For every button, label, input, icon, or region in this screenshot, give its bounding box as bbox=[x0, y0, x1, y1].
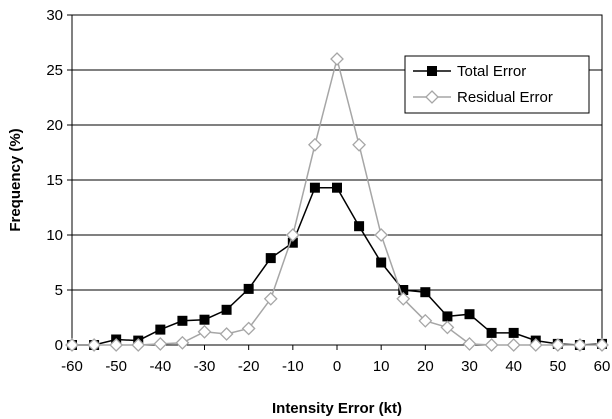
data-point bbox=[486, 327, 497, 338]
data-point bbox=[425, 90, 439, 104]
data-point bbox=[418, 313, 433, 328]
series-residual-error bbox=[65, 52, 609, 352]
data-point bbox=[528, 338, 543, 352]
data-point bbox=[398, 285, 409, 295]
data-point bbox=[506, 338, 521, 352]
x-tick-label: -20 bbox=[238, 358, 260, 375]
data-point bbox=[285, 228, 300, 242]
x-tick-label: -30 bbox=[194, 358, 216, 375]
legend-box bbox=[404, 55, 590, 114]
x-tick-label: 50 bbox=[549, 358, 566, 375]
y-axis-title: Frequency (%) bbox=[7, 128, 24, 231]
x-tick-label: 10 bbox=[373, 358, 390, 375]
data-point bbox=[330, 52, 344, 66]
data-point bbox=[427, 66, 437, 76]
axis-ticks: 0 5 10 15 20 25 30 -60 -50 -40 -30 -20 -10 0 10 20 30 40 5… bbox=[46, 7, 610, 375]
legend-entry: Total Error bbox=[413, 63, 526, 80]
data-point bbox=[241, 321, 256, 336]
x-tick-label: 40 bbox=[505, 358, 522, 375]
data-point bbox=[420, 287, 431, 298]
y-tick-label: 25 bbox=[46, 62, 63, 79]
data-point bbox=[243, 283, 254, 294]
x-tick-label: -60 bbox=[61, 358, 83, 375]
x-tick-label: -40 bbox=[149, 358, 171, 375]
data-point bbox=[484, 338, 499, 352]
data-point bbox=[307, 137, 322, 152]
data-point bbox=[87, 338, 102, 352]
x-tick-label: 20 bbox=[417, 358, 434, 375]
data-point bbox=[354, 221, 365, 232]
data-point bbox=[396, 291, 411, 306]
series-line bbox=[72, 186, 603, 346]
y-tick-label: 10 bbox=[46, 227, 63, 244]
x-tick-label: -10 bbox=[282, 358, 304, 375]
y-tick-label: 0 bbox=[55, 337, 63, 354]
y-tick-label: 5 bbox=[55, 282, 63, 299]
y-tick-label: 15 bbox=[46, 172, 63, 189]
legend-label: Residual Error bbox=[457, 89, 553, 106]
data-point bbox=[175, 335, 190, 350]
x-axis-title: Intensity Error (kt) bbox=[272, 400, 402, 417]
data-point bbox=[287, 237, 298, 248]
data-point bbox=[376, 257, 387, 268]
data-point bbox=[595, 338, 609, 352]
data-point bbox=[197, 324, 212, 339]
data-point bbox=[572, 338, 587, 352]
legend-label: Total Error bbox=[457, 63, 526, 80]
data-point bbox=[155, 324, 166, 335]
y-tick-label: 20 bbox=[46, 117, 63, 134]
data-point bbox=[440, 320, 455, 335]
series-layer bbox=[65, 52, 609, 352]
data-point bbox=[508, 327, 519, 338]
data-point bbox=[332, 182, 342, 193]
data-point bbox=[462, 336, 477, 351]
data-point bbox=[177, 315, 188, 326]
data-point bbox=[263, 291, 278, 306]
data-point bbox=[65, 338, 79, 352]
data-point bbox=[109, 338, 124, 352]
data-point bbox=[550, 338, 565, 352]
y-tick-label: 30 bbox=[46, 7, 63, 24]
data-point bbox=[199, 314, 210, 325]
data-point bbox=[221, 304, 232, 315]
series-total-error bbox=[67, 182, 607, 350]
legend: Total Error Residual Error bbox=[404, 55, 590, 114]
x-tick-label: -50 bbox=[105, 358, 127, 375]
data-point bbox=[464, 309, 475, 320]
x-tick-label: 0 bbox=[333, 358, 341, 375]
data-point bbox=[265, 253, 276, 264]
data-point bbox=[352, 137, 367, 152]
data-point bbox=[374, 228, 389, 242]
legend-entry: Residual Error bbox=[413, 89, 553, 106]
data-point bbox=[442, 311, 453, 322]
x-tick-label: 30 bbox=[461, 358, 478, 375]
data-point bbox=[153, 336, 168, 351]
data-point bbox=[219, 327, 234, 341]
data-point bbox=[309, 182, 320, 193]
x-tick-label: 60 bbox=[594, 358, 611, 375]
data-point bbox=[131, 338, 146, 352]
